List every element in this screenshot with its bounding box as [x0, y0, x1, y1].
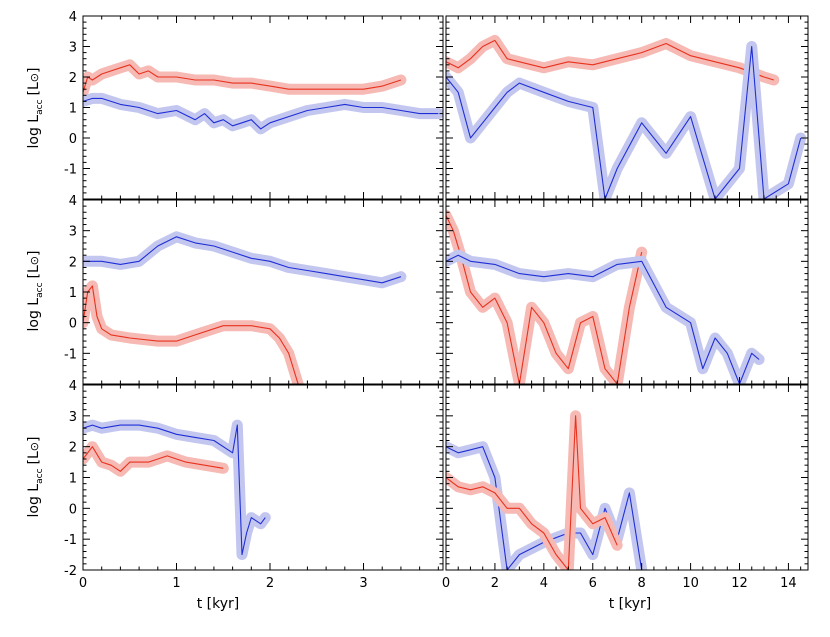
- plot-area: [83, 231, 407, 384]
- x-axis-label-right: t [kyr]: [609, 596, 652, 612]
- y-axis-label-bottom: log Lacc[L⊙]: [26, 437, 45, 518]
- x-tick-label: 2: [266, 576, 274, 591]
- svg-text:log Lacc[L⊙]: log Lacc[L⊙]: [26, 437, 45, 518]
- x-tick-label: 10: [682, 576, 699, 591]
- plot-area: [446, 410, 648, 570]
- red-uncertainty-band: [446, 209, 648, 384]
- x-tick-label: 8: [638, 576, 646, 591]
- y-tick-label: -2: [64, 564, 77, 579]
- y-tick-label: 3: [69, 410, 77, 425]
- plot-area: [446, 209, 765, 384]
- panel-bottom-right: 0 2 4 6 8 10 12 14: [442, 384, 809, 591]
- red-uncertainty-band: [83, 441, 229, 477]
- panel-middle-right: [445, 199, 809, 385]
- plot-area: [83, 419, 271, 561]
- red-series-line: [446, 215, 643, 384]
- red-uncertainty-band: [83, 280, 304, 384]
- blue-series-line: [446, 45, 802, 199]
- plot-area: [83, 59, 443, 135]
- x-tick-label: 3: [359, 576, 367, 591]
- red-series-line: [446, 415, 618, 570]
- panel-top-right: [445, 15, 809, 200]
- blue-uncertainty-band: [446, 441, 648, 570]
- panel-frame: [82, 384, 444, 571]
- x-axis-label-left: t [kyr]: [197, 596, 240, 612]
- y-tick-label: 0: [69, 317, 77, 332]
- blue-series-line: [83, 97, 439, 130]
- x-tick-label: 0: [442, 576, 450, 591]
- y-tick-label: 3: [69, 41, 77, 56]
- red-series-line: [83, 446, 224, 472]
- y-tick-label: 0: [69, 132, 77, 147]
- y-tick-label: 1: [69, 102, 77, 117]
- blue-uncertainty-band: [83, 92, 443, 135]
- y-tick-label: 4: [69, 10, 77, 25]
- y-axis-label-middle: log Lacc[L⊙]: [26, 251, 45, 332]
- y-tick-label: 4: [69, 194, 77, 209]
- y-tick-label: 2: [69, 441, 77, 456]
- plot-area: [446, 34, 807, 199]
- panel-bottom-left: -2 -1 0 1 2 3 4 0 1 2 3: [64, 379, 444, 591]
- red-series-line: [83, 64, 402, 93]
- blue-series-line: [446, 446, 643, 570]
- red-uncertainty-band: [83, 59, 407, 98]
- y-tick-label: 0: [69, 502, 77, 517]
- x-tick-label: 12: [731, 576, 748, 591]
- y-tick-label: 1: [69, 472, 77, 487]
- blue-series-line: [83, 236, 402, 284]
- blue-uncertainty-band: [83, 231, 407, 289]
- y-tick-label: 4: [69, 379, 77, 394]
- x-tick-label: 6: [589, 576, 597, 591]
- x-tick-label: 2: [491, 576, 499, 591]
- x-tick-label: 4: [540, 576, 548, 591]
- y-tick-label: -1: [64, 163, 77, 178]
- red-series-line: [446, 39, 774, 81]
- y-tick-label: 2: [69, 71, 77, 86]
- y-tick-label: -1: [64, 347, 77, 362]
- y-axis-label-top: log Lacc[L⊙]: [26, 68, 45, 149]
- blue-series-line: [83, 424, 266, 556]
- y-tick-label: 1: [69, 286, 77, 301]
- y-tick-label: -1: [64, 533, 77, 548]
- svg-text:log Lacc[L⊙]: log Lacc[L⊙]: [26, 251, 45, 332]
- blue-series-line: [446, 254, 760, 384]
- x-tick-label: 1: [172, 576, 180, 591]
- x-tick-label: 14: [780, 576, 797, 591]
- panel-frame: [82, 199, 444, 385]
- blue-uncertainty-band: [446, 41, 807, 199]
- y-tick-label: 2: [69, 255, 77, 270]
- red-series-line: [83, 285, 299, 384]
- x-tick-label: 0: [79, 576, 87, 591]
- svg-text:log Lacc[L⊙]: log Lacc[L⊙]: [26, 68, 45, 149]
- y-tick-label: 3: [69, 225, 77, 240]
- panel-middle-left: -1 0 1 2 3 4: [64, 194, 444, 385]
- panel-top-left: -1 0 1 2 3 4: [64, 10, 444, 200]
